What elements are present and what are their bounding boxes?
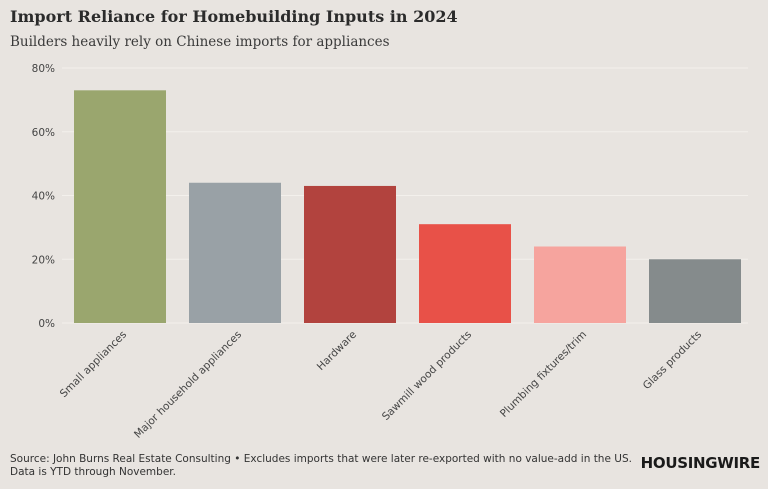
bar-chart: 0% 20% 40% 60% 80% Small appliances Major hou… [32,63,748,441]
x-tick-label: Hardware [315,329,359,373]
y-tick-label: 40% [32,191,55,203]
bar [649,259,741,323]
housingwire-logo: HOUSINGWIRE [640,454,761,472]
y-tick-label: 60% [32,127,55,139]
bar [419,224,511,323]
source-note: Source: John Burns Real Estate Consultin… [10,453,632,478]
chart-subtitle: Builders heavily rely on Chinese imports… [10,34,390,50]
y-tick-label: 20% [32,254,55,266]
gridlines [62,67,748,324]
x-tick-label: Plumbing fixtures/trim [498,329,589,420]
bar [304,185,396,323]
chart-title: Import Reliance for Homebuilding Inputs … [10,7,458,26]
x-tick-label: Glass products [641,329,704,392]
y-tick-label: 80% [32,63,55,75]
y-tick-label: 0% [38,318,55,330]
y-axis-ticks: 0% 20% 40% 60% 80% [32,63,55,330]
bar [534,246,626,323]
x-tick-label: Small appliances [58,329,129,400]
x-tick-label: Sawmill wood products [380,329,474,423]
bar [189,182,281,323]
x-axis-labels: Small appliances Major household applianc… [58,329,704,441]
x-tick-label: Major household appliances [132,329,244,441]
bar [74,90,166,323]
bars [74,90,741,323]
